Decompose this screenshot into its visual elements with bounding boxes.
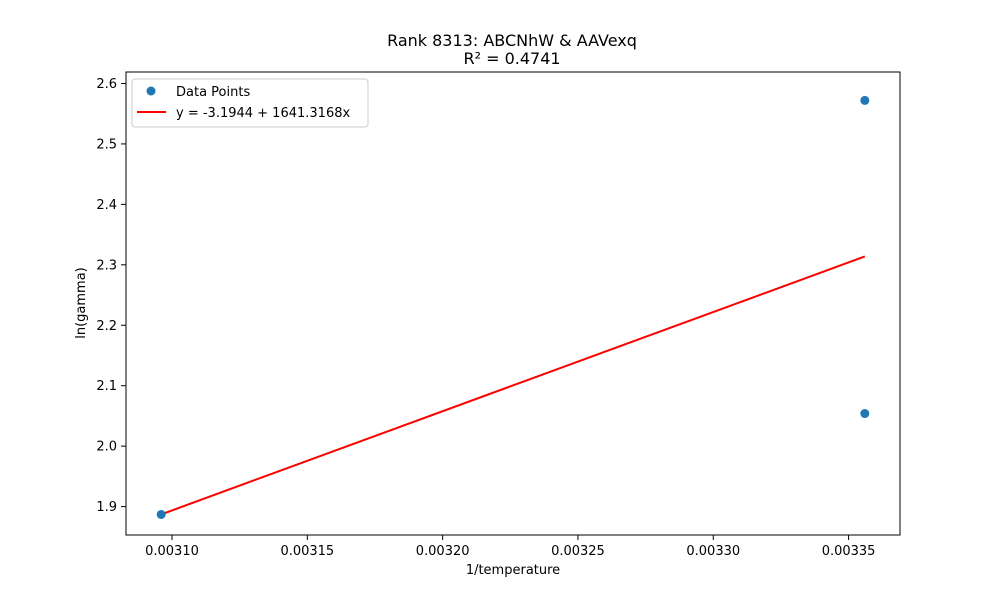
legend-marker-data-points	[146, 86, 156, 96]
data-point	[860, 95, 870, 105]
data-point	[156, 509, 166, 519]
legend-box	[131, 78, 369, 128]
x-tick-label: 0.00320	[416, 544, 470, 559]
chart-title: Rank 8313: ABCNhW & AAVexq	[387, 31, 637, 50]
x-tick-label: 0.00315	[280, 544, 334, 559]
legend-label-fit-line: y = -3.1944 + 1641.3168x	[176, 106, 350, 121]
x-tick-label: 0.00325	[551, 544, 605, 559]
y-tick-label: 2.3	[96, 258, 117, 273]
chart-subtitle: R² = 0.4741	[463, 49, 560, 68]
x-axis-label: 1/temperature	[466, 563, 560, 578]
y-tick-label: 2.6	[96, 77, 117, 92]
legend-label-data-points: Data Points	[176, 85, 250, 100]
legend: Data Points y = -3.1944 + 1641.3168x	[131, 78, 369, 128]
y-axis: 1.9 2.0 2.1 2.2 2.3 2.4 2.5 2.6	[96, 77, 126, 515]
y-axis-label: ln(gamma)	[74, 267, 89, 339]
x-tick-label: 0.00310	[145, 544, 199, 559]
x-tick-label: 0.00335	[822, 544, 876, 559]
y-tick-label: 2.2	[96, 319, 117, 334]
y-tick-label: 2.1	[96, 379, 117, 394]
y-tick-label: 1.9	[96, 500, 117, 515]
y-tick-label: 2.0	[96, 440, 117, 455]
x-tick-label: 0.00330	[686, 544, 740, 559]
x-axis: 0.00310 0.00315 0.00320 0.00325 0.00330 0.003…	[145, 535, 875, 559]
y-tick-label: 2.4	[96, 198, 117, 213]
plot-area	[156, 95, 870, 519]
plot-frame	[125, 71, 901, 536]
y-tick-label: 2.5	[96, 137, 117, 152]
data-point	[860, 409, 870, 419]
fit-line	[160, 255, 866, 516]
